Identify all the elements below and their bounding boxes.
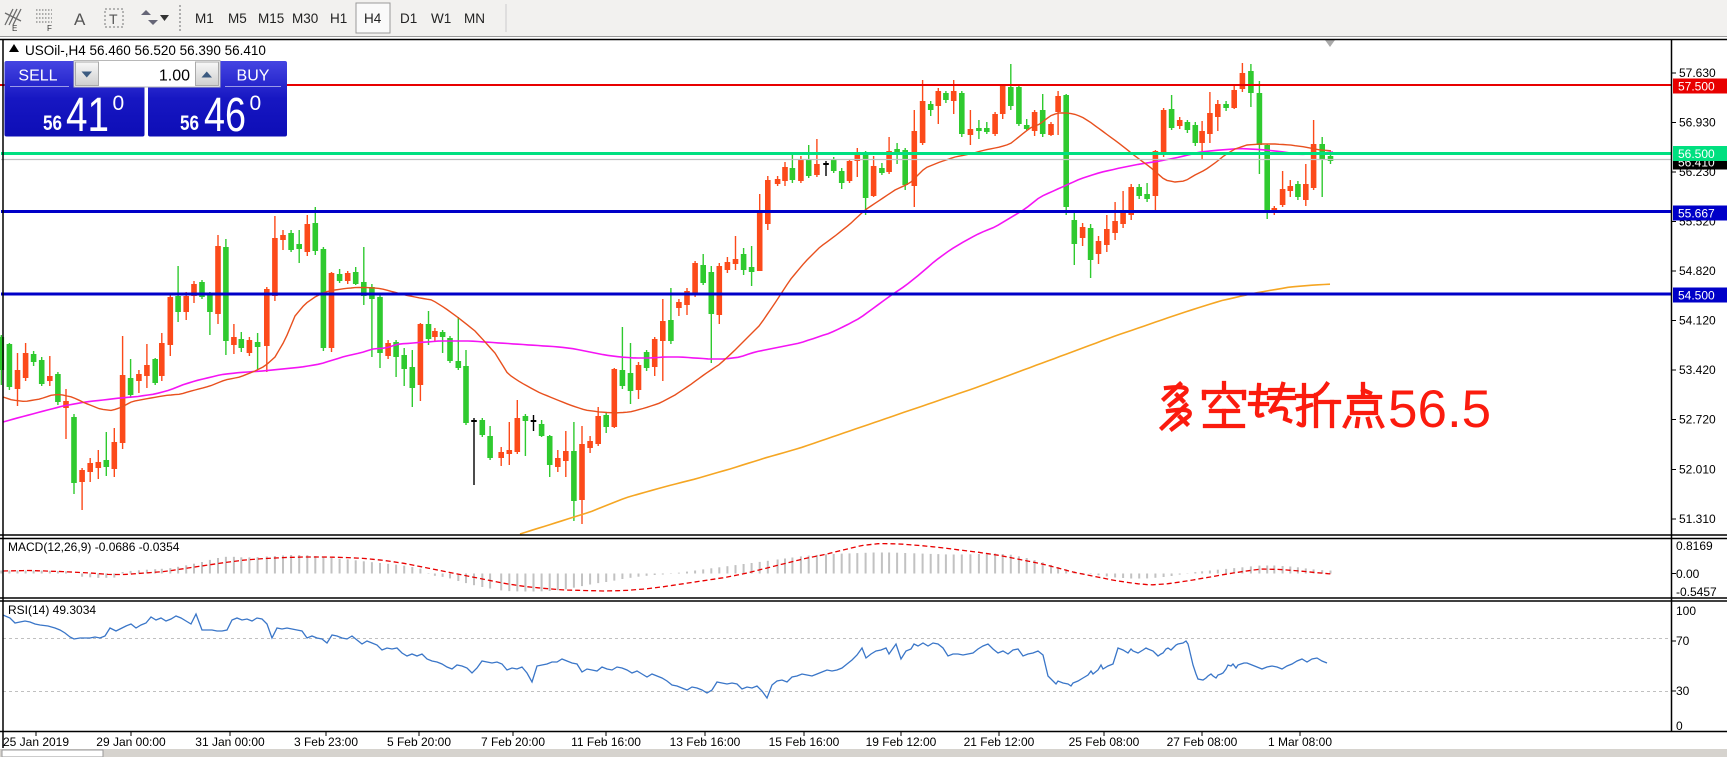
svg-text:1 Mar 08:00: 1 Mar 08:00 (1268, 735, 1332, 749)
svg-text:54.500: 54.500 (1678, 289, 1715, 303)
svg-text:56.5: 56.5 (1388, 380, 1491, 439)
svg-text:56.930: 56.930 (1679, 116, 1716, 130)
svg-text:BUY: BUY (237, 68, 270, 85)
svg-text:A: A (74, 10, 86, 29)
svg-text:D1: D1 (400, 11, 417, 26)
svg-text:46: 46 (204, 89, 246, 142)
svg-text:W1: W1 (431, 11, 451, 26)
svg-text:29 Jan 00:00: 29 Jan 00:00 (96, 735, 166, 749)
svg-text:57.500: 57.500 (1678, 80, 1715, 94)
svg-text:51.310: 51.310 (1679, 512, 1716, 526)
svg-text:H4: H4 (364, 11, 382, 26)
svg-text:57.630: 57.630 (1679, 66, 1716, 80)
svg-text:F: F (47, 24, 52, 33)
svg-text:M1: M1 (195, 11, 214, 26)
svg-text:MACD(12,26,9) -0.0686 -0.0354: MACD(12,26,9) -0.0686 -0.0354 (8, 540, 180, 554)
svg-text:0: 0 (250, 92, 262, 115)
svg-text:54.820: 54.820 (1679, 264, 1716, 278)
svg-text:27 Feb 08:00: 27 Feb 08:00 (1167, 735, 1238, 749)
svg-text:1.00: 1.00 (159, 68, 190, 85)
svg-text:H1: H1 (330, 11, 347, 26)
svg-text:41: 41 (66, 89, 109, 142)
svg-text:53.420: 53.420 (1679, 363, 1716, 377)
svg-text:E: E (12, 24, 17, 33)
svg-text:0: 0 (1676, 719, 1683, 733)
svg-text:0: 0 (113, 92, 125, 115)
svg-text:13 Feb 16:00: 13 Feb 16:00 (670, 735, 741, 749)
svg-text:21 Feb 12:00: 21 Feb 12:00 (964, 735, 1035, 749)
svg-text:T: T (109, 11, 118, 27)
svg-text:55.667: 55.667 (1678, 207, 1715, 221)
svg-text:56: 56 (180, 112, 199, 135)
svg-text:25 Feb 08:00: 25 Feb 08:00 (1069, 735, 1140, 749)
svg-text:19 Feb 12:00: 19 Feb 12:00 (866, 735, 937, 749)
svg-text:15 Feb 16:00: 15 Feb 16:00 (769, 735, 840, 749)
svg-text:USOil-,H4 56.460 56.520 56.39: USOil-,H4 56.460 56.520 56.390 56.410 (25, 43, 266, 58)
svg-text:25 Jan 2019: 25 Jan 2019 (3, 735, 69, 749)
svg-text:52.010: 52.010 (1679, 463, 1716, 477)
svg-text:3 Feb 23:00: 3 Feb 23:00 (294, 735, 358, 749)
svg-text:RSI(14) 49.3034: RSI(14) 49.3034 (8, 603, 96, 617)
svg-text:5 Feb 20:00: 5 Feb 20:00 (387, 735, 451, 749)
svg-text:7 Feb 20:00: 7 Feb 20:00 (481, 735, 545, 749)
svg-text:0.00: 0.00 (1676, 567, 1700, 581)
svg-text:M30: M30 (292, 11, 318, 26)
svg-text:70: 70 (1676, 634, 1690, 648)
svg-text:11 Feb 16:00: 11 Feb 16:00 (571, 735, 641, 749)
svg-text:-0.5457: -0.5457 (1676, 585, 1717, 599)
svg-text:MN: MN (464, 11, 485, 26)
svg-text:56: 56 (43, 112, 62, 135)
svg-text:SELL: SELL (18, 68, 57, 85)
svg-text:100: 100 (1676, 604, 1696, 618)
svg-text:31 Jan 00:00: 31 Jan 00:00 (195, 735, 265, 749)
svg-text:54.120: 54.120 (1679, 314, 1716, 328)
svg-text:M5: M5 (228, 11, 247, 26)
svg-text:30: 30 (1676, 684, 1690, 698)
svg-text:M15: M15 (258, 11, 284, 26)
svg-text:0.8169: 0.8169 (1676, 539, 1713, 553)
svg-text:56.500: 56.500 (1678, 147, 1715, 161)
svg-text:52.720: 52.720 (1679, 413, 1716, 427)
